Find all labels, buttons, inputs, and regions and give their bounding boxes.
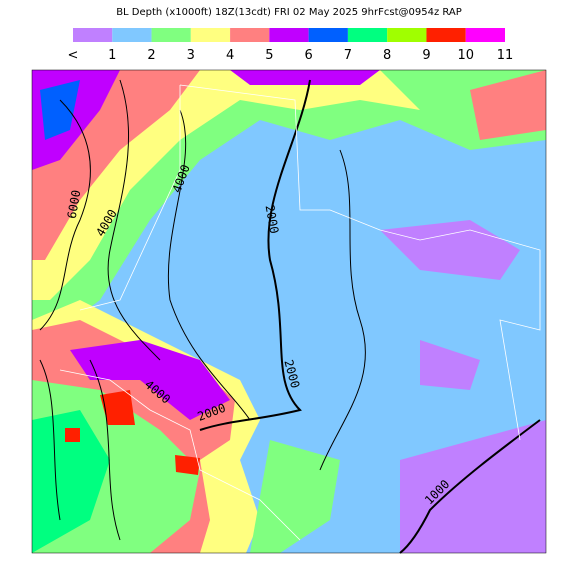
field-region xyxy=(100,390,135,425)
field-region xyxy=(70,340,230,420)
colorbar-swatch xyxy=(269,28,309,42)
field-region xyxy=(175,455,200,475)
contour-line xyxy=(319,149,366,471)
contour-line xyxy=(39,359,61,521)
map-frame xyxy=(31,69,547,554)
colorbar-label: < xyxy=(68,48,79,63)
field-region xyxy=(65,428,80,442)
colorbar-label: 1 xyxy=(108,48,116,63)
colorbar-swatch xyxy=(347,28,388,42)
contour-line xyxy=(167,109,251,421)
colorbar-swatch xyxy=(387,28,427,42)
field-region xyxy=(380,220,520,280)
colorbar-label: 9 xyxy=(422,48,430,63)
colorbar-label: 3 xyxy=(187,48,195,63)
colorbar: <1 2 3 4 5 6 7 8 9 10 11 xyxy=(68,28,514,63)
field-region xyxy=(400,420,546,553)
colorbar-swatch xyxy=(190,28,231,42)
contour-line xyxy=(39,99,91,331)
boundary xyxy=(59,369,301,541)
map xyxy=(31,69,547,554)
contours xyxy=(39,79,541,554)
colorbar-label: 8 xyxy=(383,48,391,63)
boundaries xyxy=(59,84,541,541)
contour-line xyxy=(107,79,161,361)
colorbar-label: 11 xyxy=(497,48,514,63)
field-region xyxy=(230,70,380,85)
field-region xyxy=(470,70,546,140)
boundary xyxy=(79,85,181,311)
contour-line xyxy=(399,419,541,554)
colorbar-label: 4 xyxy=(226,48,234,63)
contour-label: 6000 xyxy=(65,189,84,220)
colorbar-swatch xyxy=(426,28,466,42)
colorbar-swatch xyxy=(308,28,348,42)
contour-label: 2000 xyxy=(263,204,282,235)
colorbar-swatch xyxy=(230,28,270,42)
field-region xyxy=(420,340,480,390)
title: BL Depth (x1000ft) 18Z(13cdt) FRI 02 May… xyxy=(116,7,462,18)
colorbar-swatch xyxy=(151,28,191,42)
contour-line xyxy=(89,359,121,541)
colorbar-label: 6 xyxy=(304,48,312,63)
boundary xyxy=(179,84,541,441)
colorbar-swatch xyxy=(112,28,152,42)
colorbar-label: 10 xyxy=(457,48,474,63)
colorbar-label: 7 xyxy=(344,48,352,63)
field-region xyxy=(250,440,340,553)
colorbar-swatch xyxy=(73,28,113,42)
colorbar-label: 2 xyxy=(147,48,155,63)
contour-line xyxy=(199,79,311,431)
colorbar-swatch xyxy=(465,28,505,42)
field-region xyxy=(40,80,80,140)
colorbar-label: 5 xyxy=(265,48,273,63)
field-region xyxy=(32,410,110,553)
